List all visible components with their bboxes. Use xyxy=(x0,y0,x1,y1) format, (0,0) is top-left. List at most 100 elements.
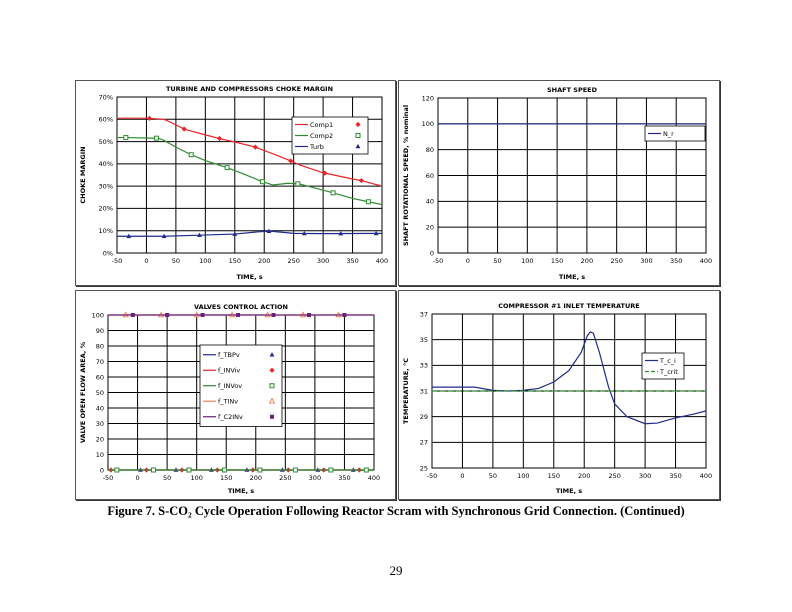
y-tick-label: 20% xyxy=(99,205,113,213)
legend-label: T_c_i xyxy=(659,357,676,365)
data-point xyxy=(161,233,167,239)
legend-marker xyxy=(269,383,275,389)
data-point xyxy=(257,467,263,473)
y-tick-label: 80 xyxy=(426,146,434,154)
legend: N_r xyxy=(644,125,706,142)
y-tick-label: 31 xyxy=(420,387,428,395)
y-tick-label: 35 xyxy=(420,336,428,344)
x-axis-label: TIME, s xyxy=(228,487,254,495)
y-tick-label: 50 xyxy=(96,389,104,397)
x-tick-label: 50 xyxy=(489,472,497,480)
x-tick-label: 100 xyxy=(190,474,202,482)
x-tick-label: 250 xyxy=(287,257,299,265)
y-tick-label: 70 xyxy=(96,358,104,366)
legend-marker xyxy=(355,143,361,149)
shaft-speed-chart: SHAFT SPEED -50 0 50 100 150 200 250 300 350 400 0 2… xyxy=(398,80,720,286)
x-tick-label: 250 xyxy=(610,257,622,265)
series-turb xyxy=(117,228,383,239)
x-tick-label: 150 xyxy=(220,474,232,482)
data-point xyxy=(288,158,294,164)
x-tick-label: -50 xyxy=(103,474,114,482)
x-tick-label: 400 xyxy=(700,472,712,480)
x-tick-label: 400 xyxy=(376,257,388,265)
y-axis-label: SHAFT ROTATIONAL SPEED, % nominal xyxy=(402,105,410,246)
x-tick-label: 0 xyxy=(460,472,464,480)
data-point xyxy=(114,467,120,473)
choke-margin-chart: TURBINE AND COMPRESSORS CHOKE MARGIN -50 0… xyxy=(75,80,396,286)
legend-label: f_TBPv xyxy=(218,351,240,359)
y-axis-label: TEMPERATURE, °C xyxy=(402,358,410,424)
y-tick-label: 0% xyxy=(103,249,113,257)
series-f-invov xyxy=(108,467,374,473)
x-tick-label: 0 xyxy=(144,257,148,265)
legend-marker xyxy=(268,397,276,404)
legend-label: Comp2 xyxy=(310,132,333,140)
data-point xyxy=(188,152,194,158)
y-tick-label: 50% xyxy=(99,138,113,146)
data-point xyxy=(186,467,192,473)
series-line xyxy=(117,136,383,206)
y-tick-label: 120 xyxy=(422,94,434,102)
y-tick-label: 60 xyxy=(96,373,104,381)
x-tick-label: 150 xyxy=(548,472,560,480)
legend: f_TBPv f_INViv f_INVov f_TINv f_C2INv xyxy=(199,344,283,427)
x-tick-label: 150 xyxy=(229,257,241,265)
x-tick-label: -50 xyxy=(112,257,123,265)
x-tick-label: 0 xyxy=(135,474,139,482)
x-tick-label: 200 xyxy=(250,474,262,482)
y-axis-label: VALVE OPEN FLOW AREA, % xyxy=(79,341,87,443)
y-tick-label: 37 xyxy=(420,310,428,318)
valves-control-chart: VALVES CONTROL ACTION -50 0 50 100 150 200 250 3… xyxy=(75,290,396,500)
y-tick-label: 30 xyxy=(96,420,104,428)
y-tick-label: 90 xyxy=(96,327,104,335)
x-tick-label: 300 xyxy=(639,472,651,480)
x-tick-label: 300 xyxy=(317,257,329,265)
legend-label: T_crit xyxy=(659,368,678,376)
data-point xyxy=(373,230,379,236)
legend-marker xyxy=(355,133,361,138)
page-number: 29 xyxy=(389,563,403,578)
y-tick-label: 70% xyxy=(99,93,113,101)
legend-box xyxy=(644,125,706,142)
data-point xyxy=(328,467,334,473)
y-tick-label: 30% xyxy=(99,182,113,190)
x-tick-label: 150 xyxy=(551,257,563,265)
x-tick-label: 50 xyxy=(172,257,180,265)
legend-marker xyxy=(269,367,275,373)
inlet-temperature-chart: COMPRESSOR #1 INLET TEMPERATURE -50 0 50 100… xyxy=(398,290,720,500)
data-point xyxy=(153,135,159,141)
data-point xyxy=(151,467,157,473)
series-line xyxy=(117,230,383,237)
x-tick-label: 100 xyxy=(521,257,533,265)
data-point xyxy=(221,467,227,473)
chart-title: TURBINE AND COMPRESSORS CHOKE MARGIN xyxy=(166,85,333,93)
data-point xyxy=(146,115,152,121)
x-axis-label: TIME, s xyxy=(236,273,262,281)
legend-label: f_C2INv xyxy=(218,413,243,421)
data-point xyxy=(295,181,301,187)
chart-title: VALVES CONTROL ACTION xyxy=(194,303,288,311)
data-point xyxy=(200,313,205,317)
y-tick-label: 40 xyxy=(96,404,104,412)
x-tick-label: 200 xyxy=(258,257,270,265)
data-point xyxy=(126,233,132,239)
y-tick-label: 0 xyxy=(100,466,104,474)
legend-label: Turb xyxy=(309,143,324,151)
x-tick-label: 50 xyxy=(163,474,171,482)
y-tick-label: 100 xyxy=(422,120,434,128)
x-axis-label: TIME, s xyxy=(556,487,582,495)
y-tick-label: 27 xyxy=(420,439,428,447)
chart-svg: COMPRESSOR #1 INLET TEMPERATURE -50 0 50 100… xyxy=(402,302,712,495)
chart-svg: VALVES CONTROL ACTION-50 0 50 100 150 200 250 3… xyxy=(79,303,380,495)
data-point xyxy=(266,228,272,234)
x-tick-label: 200 xyxy=(581,257,593,265)
data-point xyxy=(330,190,336,196)
data-point xyxy=(259,179,265,185)
data-point xyxy=(181,126,187,132)
y-tick-label: 100 xyxy=(92,311,104,319)
data-point xyxy=(306,313,311,317)
data-point xyxy=(165,313,170,317)
x-tick-label: 250 xyxy=(279,474,291,482)
data-point xyxy=(292,467,298,473)
chart-title: COMPRESSOR #1 INLET TEMPERATURE xyxy=(498,302,639,310)
